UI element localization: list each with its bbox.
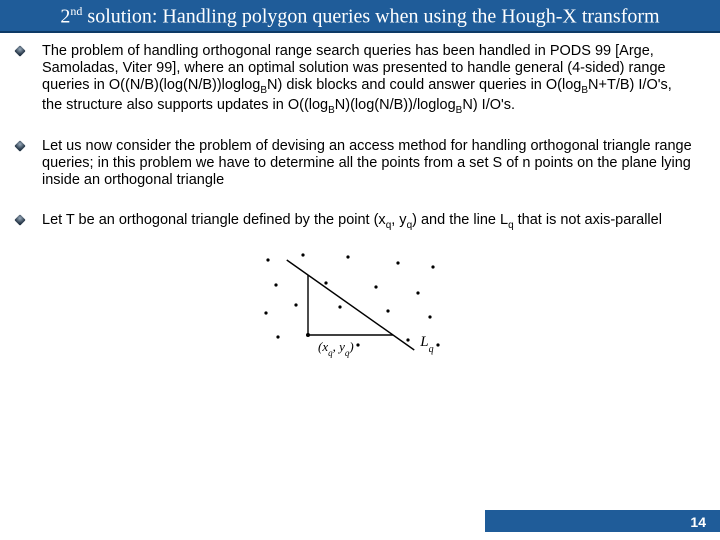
bullet-3: Let T be an orthogonal triangle defined …: [34, 212, 692, 232]
slide-title: 2nd solution: Handling polygon queries w…: [0, 4, 720, 29]
page-number: 14: [690, 514, 706, 530]
triangle-diagram: (xq, yq) Lq: [248, 245, 478, 365]
slide-body: The problem of handling orthogonal range…: [0, 33, 720, 371]
diagram-container: (xq, yq) Lq: [34, 245, 692, 370]
slide-title-bar: 2nd solution: Handling polygon queries w…: [0, 0, 720, 33]
bullet-2: Let us now consider the problem of devis…: [34, 138, 692, 189]
svg-text:Lq: Lq: [419, 334, 433, 355]
svg-text:(xq, yq): (xq, yq): [318, 339, 354, 358]
footer-accent-bar: [485, 510, 720, 532]
bullet-1: The problem of handling orthogonal range…: [34, 43, 692, 117]
